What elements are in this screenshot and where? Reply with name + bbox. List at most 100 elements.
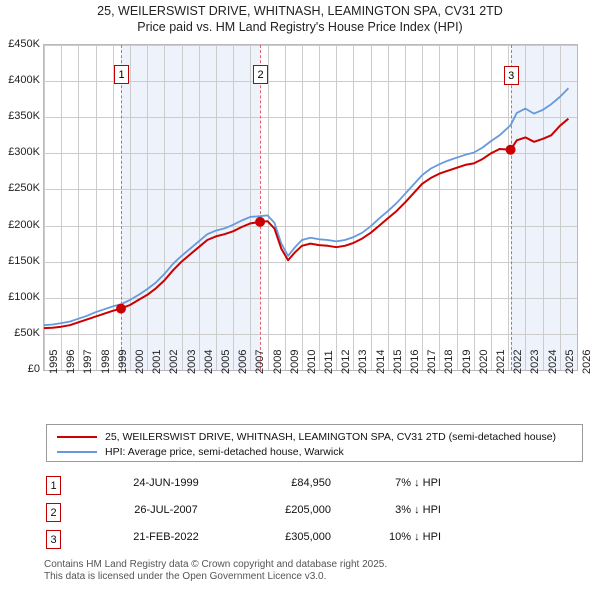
gridline-horizontal [44,189,577,190]
transaction-date: 26-JUL-2007 [134,504,198,516]
x-axis-tick-label: 2011 [323,350,336,374]
gridline-horizontal [44,117,577,118]
x-axis-tick-label: 2018 [443,349,456,374]
x-axis-tick-label: 2004 [202,349,215,374]
gridline-horizontal [44,298,577,299]
chart-legend: 25, WEILERSWIST DRIVE, WHITNASH, LEAMING… [46,424,583,462]
sale-point-2[interactable] [255,216,266,227]
gridline-vertical [285,45,286,370]
transaction-hpi-delta: 3% ↓ HPI [395,504,441,516]
gridline-vertical [44,45,45,370]
highlight-band-1 [121,45,261,370]
x-axis-tick-label: 2008 [271,349,284,374]
series-lines [44,87,570,330]
y-axis-tick-label: £150K [8,254,40,267]
gridline-vertical [182,45,183,370]
gridline-vertical [216,45,217,370]
x-axis-tick-label: 2007 [254,349,267,374]
x-axis-tick-label: 2002 [168,349,181,374]
x-axis-tick-label: 2006 [237,349,250,374]
gridline-vertical [78,45,79,370]
gridline-horizontal [44,334,577,335]
x-axis-tick-label: 2014 [374,349,387,374]
gridline-vertical [560,45,561,370]
legend-swatch-hpi [57,450,97,453]
y-axis-tick-label: £450K [8,38,40,50]
footer-attribution: Contains HM Land Registry data © Crown c… [44,559,584,583]
plot-area [43,44,578,371]
gridline-vertical [543,45,544,370]
gridline-vertical [233,45,234,370]
gridline-horizontal [44,226,577,227]
page-title: 25, WEILERSWIST DRIVE, WHITNASH, LEAMING… [0,3,600,35]
transaction-hpi-delta: 10% ↓ HPI [389,531,441,543]
title-line-2: Price paid vs. HM Land Registry's House … [137,20,463,34]
y-axis-tick-label: £300K [8,146,40,159]
gridline-vertical [525,45,526,370]
gridline-vertical [336,45,337,370]
gridline-vertical [130,45,131,370]
marker-line-3 [510,45,512,370]
sale-point-3[interactable] [505,144,516,155]
y-axis-tick-label: £100K [8,290,40,303]
legend-label-property: 25, WEILERSWIST DRIVE, WHITNASH, LEAMING… [105,430,557,443]
legend-row: HPI: Average price, semi-detached house,… [53,444,576,459]
marker-line-1 [121,45,123,370]
gridline-vertical [61,45,62,370]
x-axis-tick-label: 2021 [495,349,508,374]
gridline-vertical [96,45,97,370]
x-axis-tick-label: 2009 [288,349,301,374]
transaction-price: £205,000 [285,504,331,516]
gridline-vertical [268,45,269,370]
gridline-vertical [199,45,200,370]
gridline-vertical [457,45,458,370]
x-axis-tick-label: 2016 [409,349,422,374]
y-axis-tick-label: £50K [14,326,40,339]
y-axis-tick-label: £200K [8,218,40,231]
line-hpi-average [44,87,570,327]
x-axis-tick-label: 2001 [151,349,164,374]
x-axis-tick-label: 1998 [99,349,112,374]
transaction-number: 3 [46,530,61,549]
sale-point-1[interactable] [116,303,126,314]
x-axis-tick-label: 2005 [219,349,232,374]
x-axis-tick-label: 2023 [529,349,542,374]
transaction-date: 21-FEB-2022 [133,531,199,543]
line-property-price [44,117,570,330]
marker-line-2 [260,45,262,370]
x-axis-tick-label: 2012 [340,349,353,374]
gridline-vertical [302,45,303,370]
x-axis-tick-label: 2020 [477,349,490,374]
y-axis-tick-label: £0 [27,363,40,375]
gridline-vertical [491,45,492,370]
x-axis-tick-label: 2024 [546,349,559,374]
marker-badge-3[interactable]: 3 [503,66,519,85]
footer-line-2: This data is licensed under the Open Gov… [44,571,327,582]
y-axis-tick-label: £250K [8,182,40,195]
x-axis-tick-label: 1997 [82,349,95,374]
transaction-price: £305,000 [285,531,331,543]
gridline-horizontal [44,153,577,154]
title-line-1: 25, WEILERSWIST DRIVE, WHITNASH, LEAMING… [97,4,503,18]
transaction-date: 24-JUN-1999 [133,477,199,489]
x-axis-tick-label: 2015 [391,349,404,374]
marker-badge-1[interactable]: 1 [114,65,130,84]
transaction-price: £84,950 [291,477,331,489]
gridline-vertical [353,45,354,370]
gridline-vertical [371,45,372,370]
gridline-vertical [250,45,251,370]
gridline-horizontal [44,262,577,263]
gridline-horizontal [44,45,577,46]
gridline-vertical [508,45,509,370]
y-axis-tick-label: £400K [8,74,40,87]
legend-row: 25, WEILERSWIST DRIVE, WHITNASH, LEAMING… [53,429,576,444]
x-axis-tick-label: 2000 [133,349,146,374]
gridline-vertical [439,45,440,370]
footer-line-1: Contains HM Land Registry data © Crown c… [44,559,388,570]
gridline-vertical [164,45,165,370]
transaction-number: 2 [46,503,61,522]
x-axis-tick-label: 2019 [460,349,473,374]
marker-badge-2[interactable]: 2 [253,65,269,84]
x-axis-tick-label: 2025 [563,349,576,374]
